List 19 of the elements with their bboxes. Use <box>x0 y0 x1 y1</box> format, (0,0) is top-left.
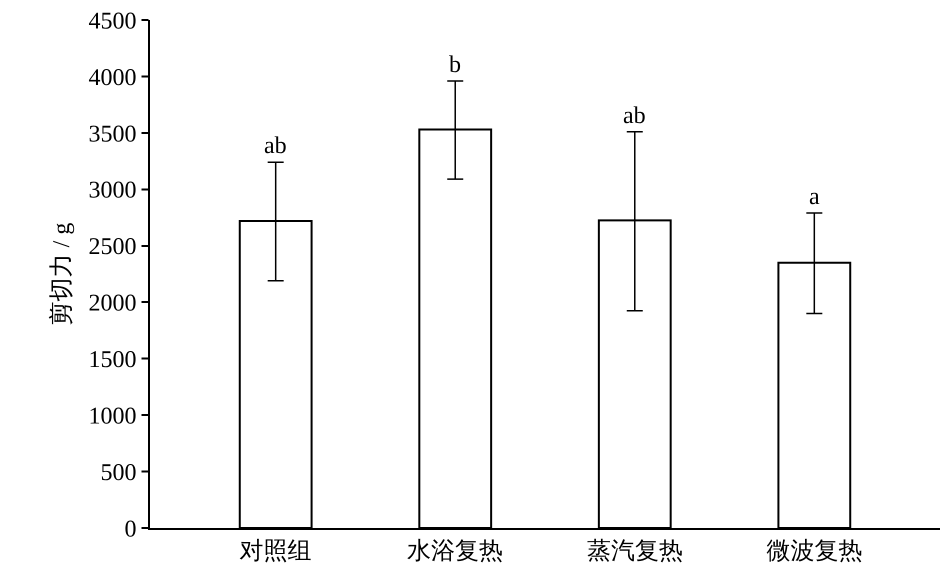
y-tick-label: 3000 <box>88 178 136 204</box>
annotation: b <box>449 52 461 78</box>
annotation: a <box>809 184 820 210</box>
y-tick-label: 0 <box>124 516 136 542</box>
y-axis-title: 剪切力 / g <box>48 222 76 326</box>
y-tick-label: 2000 <box>88 290 136 317</box>
y-tick-label: 4000 <box>88 64 136 91</box>
y-tick-label: 500 <box>100 460 136 486</box>
y-tick-label: 4500 <box>88 8 136 34</box>
x-tick-label: 对照组 <box>240 538 312 565</box>
y-tick-label: 2500 <box>88 234 136 260</box>
y-tick-label: 1500 <box>88 347 136 374</box>
annotation: ab <box>623 103 646 129</box>
x-tick-label: 水浴复热 <box>407 538 504 565</box>
x-tick-label: 微波复热 <box>766 538 862 565</box>
y-tick-label: 3500 <box>88 121 136 148</box>
annotation: ab <box>264 133 287 159</box>
y-tick-label: 1000 <box>88 404 136 430</box>
x-tick-label: 蒸汽复热 <box>586 538 683 565</box>
